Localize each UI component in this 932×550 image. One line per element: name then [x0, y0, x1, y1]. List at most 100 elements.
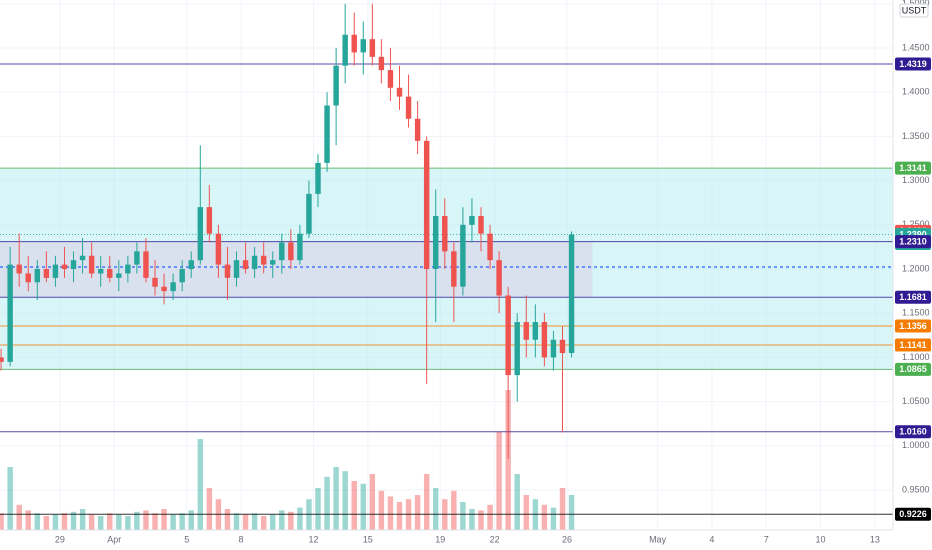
candle-body — [260, 255, 267, 265]
candle-body — [387, 70, 394, 88]
volume-bar — [125, 516, 131, 530]
candle-body — [369, 39, 376, 57]
level-label: 1.1356 — [899, 321, 927, 331]
volume-bar — [16, 504, 22, 530]
volume-bar — [61, 513, 68, 530]
time-axis — [0, 530, 932, 550]
candle-body — [487, 233, 493, 261]
candle-body — [152, 277, 158, 287]
candle-body — [496, 260, 502, 296]
volume-bar — [279, 510, 285, 530]
candle-body — [143, 251, 149, 278]
candle-body — [70, 260, 77, 270]
volume-bar — [288, 511, 294, 530]
level-label-box — [895, 507, 931, 521]
volume-bar — [70, 511, 77, 530]
x-tick-label: 4 — [709, 534, 714, 544]
candle-body — [16, 264, 22, 274]
volume-bar — [107, 513, 113, 530]
x-tick-label: 26 — [562, 534, 572, 544]
volume-bar — [487, 504, 493, 530]
y-tick-label: 0.9500 — [902, 484, 930, 494]
y-tick-label: 1.2500 — [902, 219, 930, 229]
volume-bar — [206, 488, 213, 530]
volume-bar — [224, 509, 231, 530]
candle-body — [125, 264, 131, 274]
volume-bar — [34, 513, 41, 530]
volume-bar — [333, 467, 339, 530]
candle-body — [116, 273, 122, 278]
level-label-box — [895, 235, 931, 249]
candle-body — [469, 215, 475, 225]
candle-body — [215, 233, 222, 265]
candle-body — [25, 273, 31, 283]
volume-bar — [451, 490, 457, 530]
y-tick-label: 1.0000 — [902, 440, 930, 450]
candle-body — [270, 260, 276, 265]
volume-bar — [97, 516, 104, 530]
candle-body — [107, 269, 113, 278]
x-tick-label: 19 — [435, 534, 445, 544]
candle-body — [523, 322, 529, 340]
candle-body — [378, 56, 385, 71]
volume-bar — [52, 514, 59, 530]
level-label: 1.4319 — [899, 59, 927, 69]
candle-body — [79, 255, 86, 261]
candle-body — [224, 264, 231, 278]
volume-bar — [559, 488, 566, 530]
volume-bar — [496, 432, 502, 530]
volume-bar — [170, 514, 176, 530]
candle-body — [559, 339, 566, 354]
volume-bar — [478, 510, 484, 530]
volume-bar — [134, 511, 140, 530]
volume-bar — [378, 490, 385, 530]
level-label-box — [895, 161, 931, 175]
level-label-box — [895, 57, 931, 71]
candle-body — [52, 264, 59, 278]
volume-bar — [270, 514, 276, 530]
candle-body — [433, 215, 439, 270]
y-tick-label: 1.2000 — [902, 263, 930, 273]
candle-body — [478, 215, 484, 234]
candle-body — [514, 322, 520, 376]
x-tick-label: 22 — [490, 534, 500, 544]
candle-body — [414, 118, 421, 141]
candle-body — [34, 269, 41, 283]
y-tick-label: 1.4000 — [902, 87, 930, 97]
volume-bar — [324, 476, 330, 530]
volume-bar — [233, 513, 240, 530]
candle-body — [242, 260, 249, 270]
candle-body — [315, 162, 321, 194]
level-label: 1.0160 — [899, 427, 927, 437]
candle-body — [170, 282, 176, 292]
volume-bar — [161, 509, 167, 530]
candle-body — [97, 269, 104, 274]
currency-label: USDT — [902, 5, 927, 15]
level-label: 1.2390 — [899, 229, 927, 239]
volume-bar — [351, 481, 357, 530]
volume-bar — [505, 390, 511, 530]
volume-bar — [469, 509, 475, 530]
volume-bar — [460, 502, 466, 530]
x-tick-label: 5 — [184, 534, 189, 544]
volume-bar — [514, 474, 520, 530]
volume-bar — [143, 510, 149, 530]
volume-bar — [0, 513, 4, 530]
x-tick-label: 10 — [816, 534, 826, 544]
candle-body — [288, 242, 294, 261]
volume-bar — [88, 514, 95, 530]
candle-body — [442, 215, 448, 252]
candle-body — [550, 339, 557, 358]
volume-bar — [242, 514, 249, 530]
level-label-box — [895, 425, 931, 439]
candle-body — [161, 286, 167, 292]
candle-body — [134, 251, 140, 265]
volume-bar — [197, 439, 204, 530]
level-label-box — [895, 338, 931, 352]
volume-bar — [25, 510, 31, 530]
x-tick-label: 8 — [239, 534, 244, 544]
candle-body — [460, 224, 466, 287]
currency-box — [899, 3, 929, 18]
level-label: 0.9226 — [899, 509, 927, 519]
